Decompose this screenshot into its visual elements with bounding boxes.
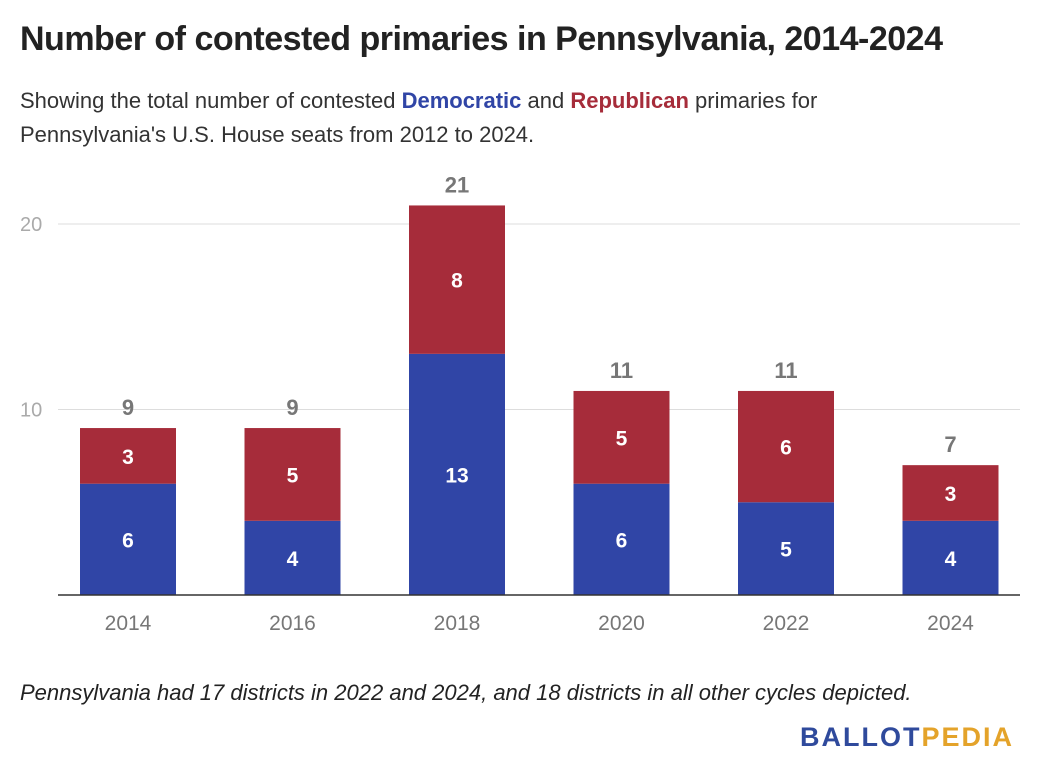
bar-republican-2024 <box>902 465 999 521</box>
bar-democratic-2016 <box>244 520 341 595</box>
bar-republican-2018 <box>409 205 505 354</box>
x-tick-label: 2014 <box>105 612 152 635</box>
bar-republican-2020 <box>573 390 670 484</box>
bar-democratic-2014 <box>80 483 176 595</box>
data-label-republican: 5 <box>287 464 299 487</box>
bar-democratic-2018 <box>409 353 505 595</box>
y-tick-label: 10 <box>20 400 42 422</box>
x-tick-label: 2024 <box>927 612 974 635</box>
legend-republican: Republican <box>570 88 689 113</box>
subtitle-text-3: primaries for Pennsylvania's U.S. House … <box>20 88 818 147</box>
logo-part-1: BALLOT <box>799 722 922 752</box>
data-label-republican: 6 <box>780 437 792 460</box>
data-label-republican: 5 <box>616 427 628 450</box>
data-label-republican: 3 <box>122 446 134 469</box>
data-label-democratic: 13 <box>445 464 468 487</box>
data-label-total: 21 <box>445 172 469 197</box>
data-label-republican: 3 <box>945 483 957 506</box>
data-label-democratic: 6 <box>616 529 628 552</box>
subtitle-text-2: and <box>521 88 571 113</box>
x-tick-label: 2020 <box>598 612 645 635</box>
data-label-democratic: 4 <box>287 548 299 571</box>
footnote: Pennsylvania had 17 districts in 2022 an… <box>20 680 912 705</box>
data-label-total: 11 <box>774 358 797 383</box>
stacked-bar-chart: 10 20 6 3 9 2014 4 5 9 2016 13 8 21 2018 6 5 11 2020 5 6 11 2… <box>20 172 1020 635</box>
bar-democratic-2020 <box>573 483 670 595</box>
data-label-republican: 8 <box>451 270 463 293</box>
data-label-total: 11 <box>610 358 633 383</box>
bar-democratic-2022 <box>738 502 834 595</box>
data-label-total: 7 <box>944 432 956 457</box>
chart-title: Number of contested primaries in Pennsyl… <box>20 20 943 58</box>
bar-republican-2014 <box>80 428 176 484</box>
data-label-total: 9 <box>286 395 298 420</box>
y-tick-label: 20 <box>20 214 42 236</box>
x-tick-label: 2016 <box>269 612 316 635</box>
ballotpedia-logo: BALLOTPEDIA <box>800 722 1014 753</box>
data-label-democratic: 6 <box>122 529 134 552</box>
legend-democratic: Democratic <box>401 88 522 113</box>
x-tick-label: 2022 <box>763 612 810 635</box>
data-label-democratic: 4 <box>945 548 957 571</box>
data-label-democratic: 5 <box>780 539 792 562</box>
data-label-total: 9 <box>122 395 134 420</box>
bar-democratic-2024 <box>902 520 999 595</box>
bar-republican-2022 <box>738 390 834 503</box>
subtitle-text-1: Showing the total number of contested <box>20 88 402 113</box>
logo-part-2: PEDIA <box>921 722 1014 752</box>
bar-republican-2016 <box>244 428 341 521</box>
chart-subtitle: Showing the total number of contested De… <box>20 84 940 152</box>
x-tick-label: 2018 <box>434 612 481 635</box>
